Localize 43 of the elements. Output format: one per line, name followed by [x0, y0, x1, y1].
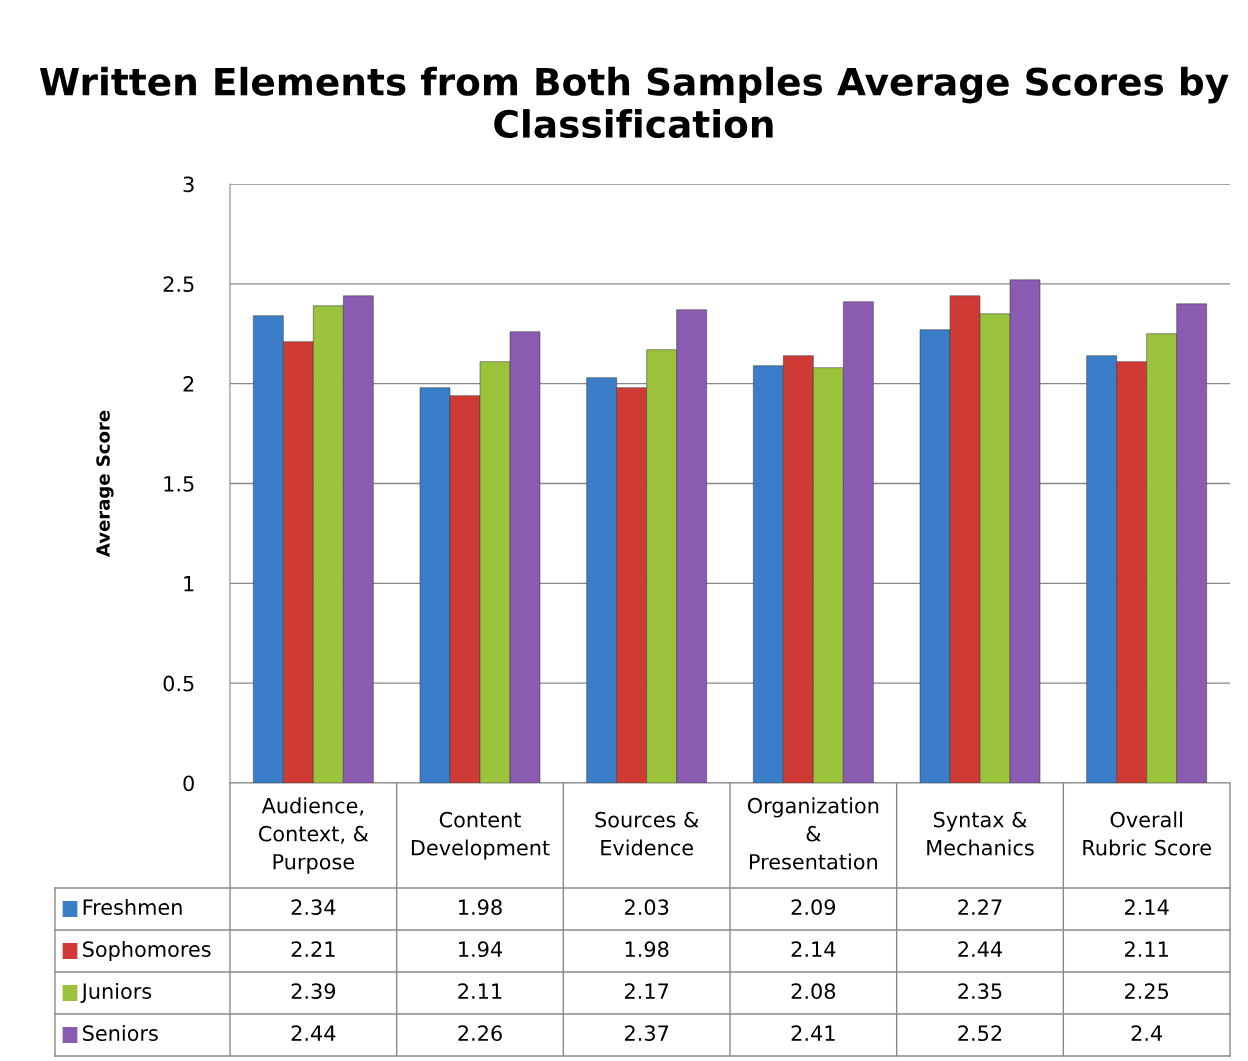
data-label: 2.41: [791, 1025, 835, 1041]
data-label: 2.52: [958, 1025, 1002, 1042]
data-label: 2.25: [1125, 983, 1169, 1000]
data-label: 2.26: [458, 1025, 502, 1042]
data-label: 2.27: [958, 899, 1002, 915]
chart-title: Written Elements from Both Samples Average Scores by Classification: [39, 66, 1229, 139]
data-label: 2.39: [291, 983, 336, 1000]
data-label: 2.09: [791, 899, 836, 916]
x-tick-label: Sources & Evidence: [595, 811, 699, 856]
legend-label: Juniors: [80, 982, 152, 1003]
data-label: 2.44: [291, 1025, 336, 1041]
y-tick-label: 3: [183, 176, 194, 193]
y-tick-label: 1.5: [164, 476, 194, 492]
data-label: 2.14: [1125, 899, 1169, 915]
data-label: 2.35: [958, 983, 1002, 1000]
data-label: 2.11: [1125, 941, 1168, 957]
data-label: 2.34: [291, 899, 336, 916]
y-tick-label: 1: [184, 576, 194, 592]
x-tick-label: Content Development: [411, 811, 550, 860]
x-tick-label: Audience, Context, & Purpose: [258, 797, 369, 874]
data-label: 1.98: [625, 941, 669, 958]
legend-label: Freshmen: [83, 898, 182, 916]
legend-label: Seniors: [83, 1024, 158, 1042]
data-label: 2.44: [958, 941, 1003, 957]
x-tick-label: Overall Rubric Score: [1083, 811, 1211, 856]
data-label: 2.37: [625, 1025, 669, 1042]
data-label: 1.98: [459, 899, 502, 916]
data-label: 2.03: [625, 899, 669, 916]
x-tick-label: Syntax & Mechanics: [927, 811, 1034, 856]
legend-label: Sophomores: [83, 940, 211, 962]
data-label: 2.21: [291, 941, 335, 957]
y-tick-label: 2.5: [163, 276, 194, 293]
data-label: 2.4: [1131, 1025, 1163, 1041]
data-label: 2.08: [791, 983, 836, 1000]
y-tick-label: 0.5: [163, 675, 194, 692]
y-tick-label: 0: [183, 775, 194, 792]
x-tick-label: Organization & Presentation: [747, 797, 879, 870]
data-label: 2.11: [458, 983, 502, 999]
y-tick-label: 2: [183, 376, 194, 392]
y-axis-title: Average Score: [96, 410, 114, 557]
data-label: 2.14: [791, 941, 836, 957]
data-label: 1.94: [459, 941, 503, 958]
data-label: 2.17: [625, 983, 669, 999]
